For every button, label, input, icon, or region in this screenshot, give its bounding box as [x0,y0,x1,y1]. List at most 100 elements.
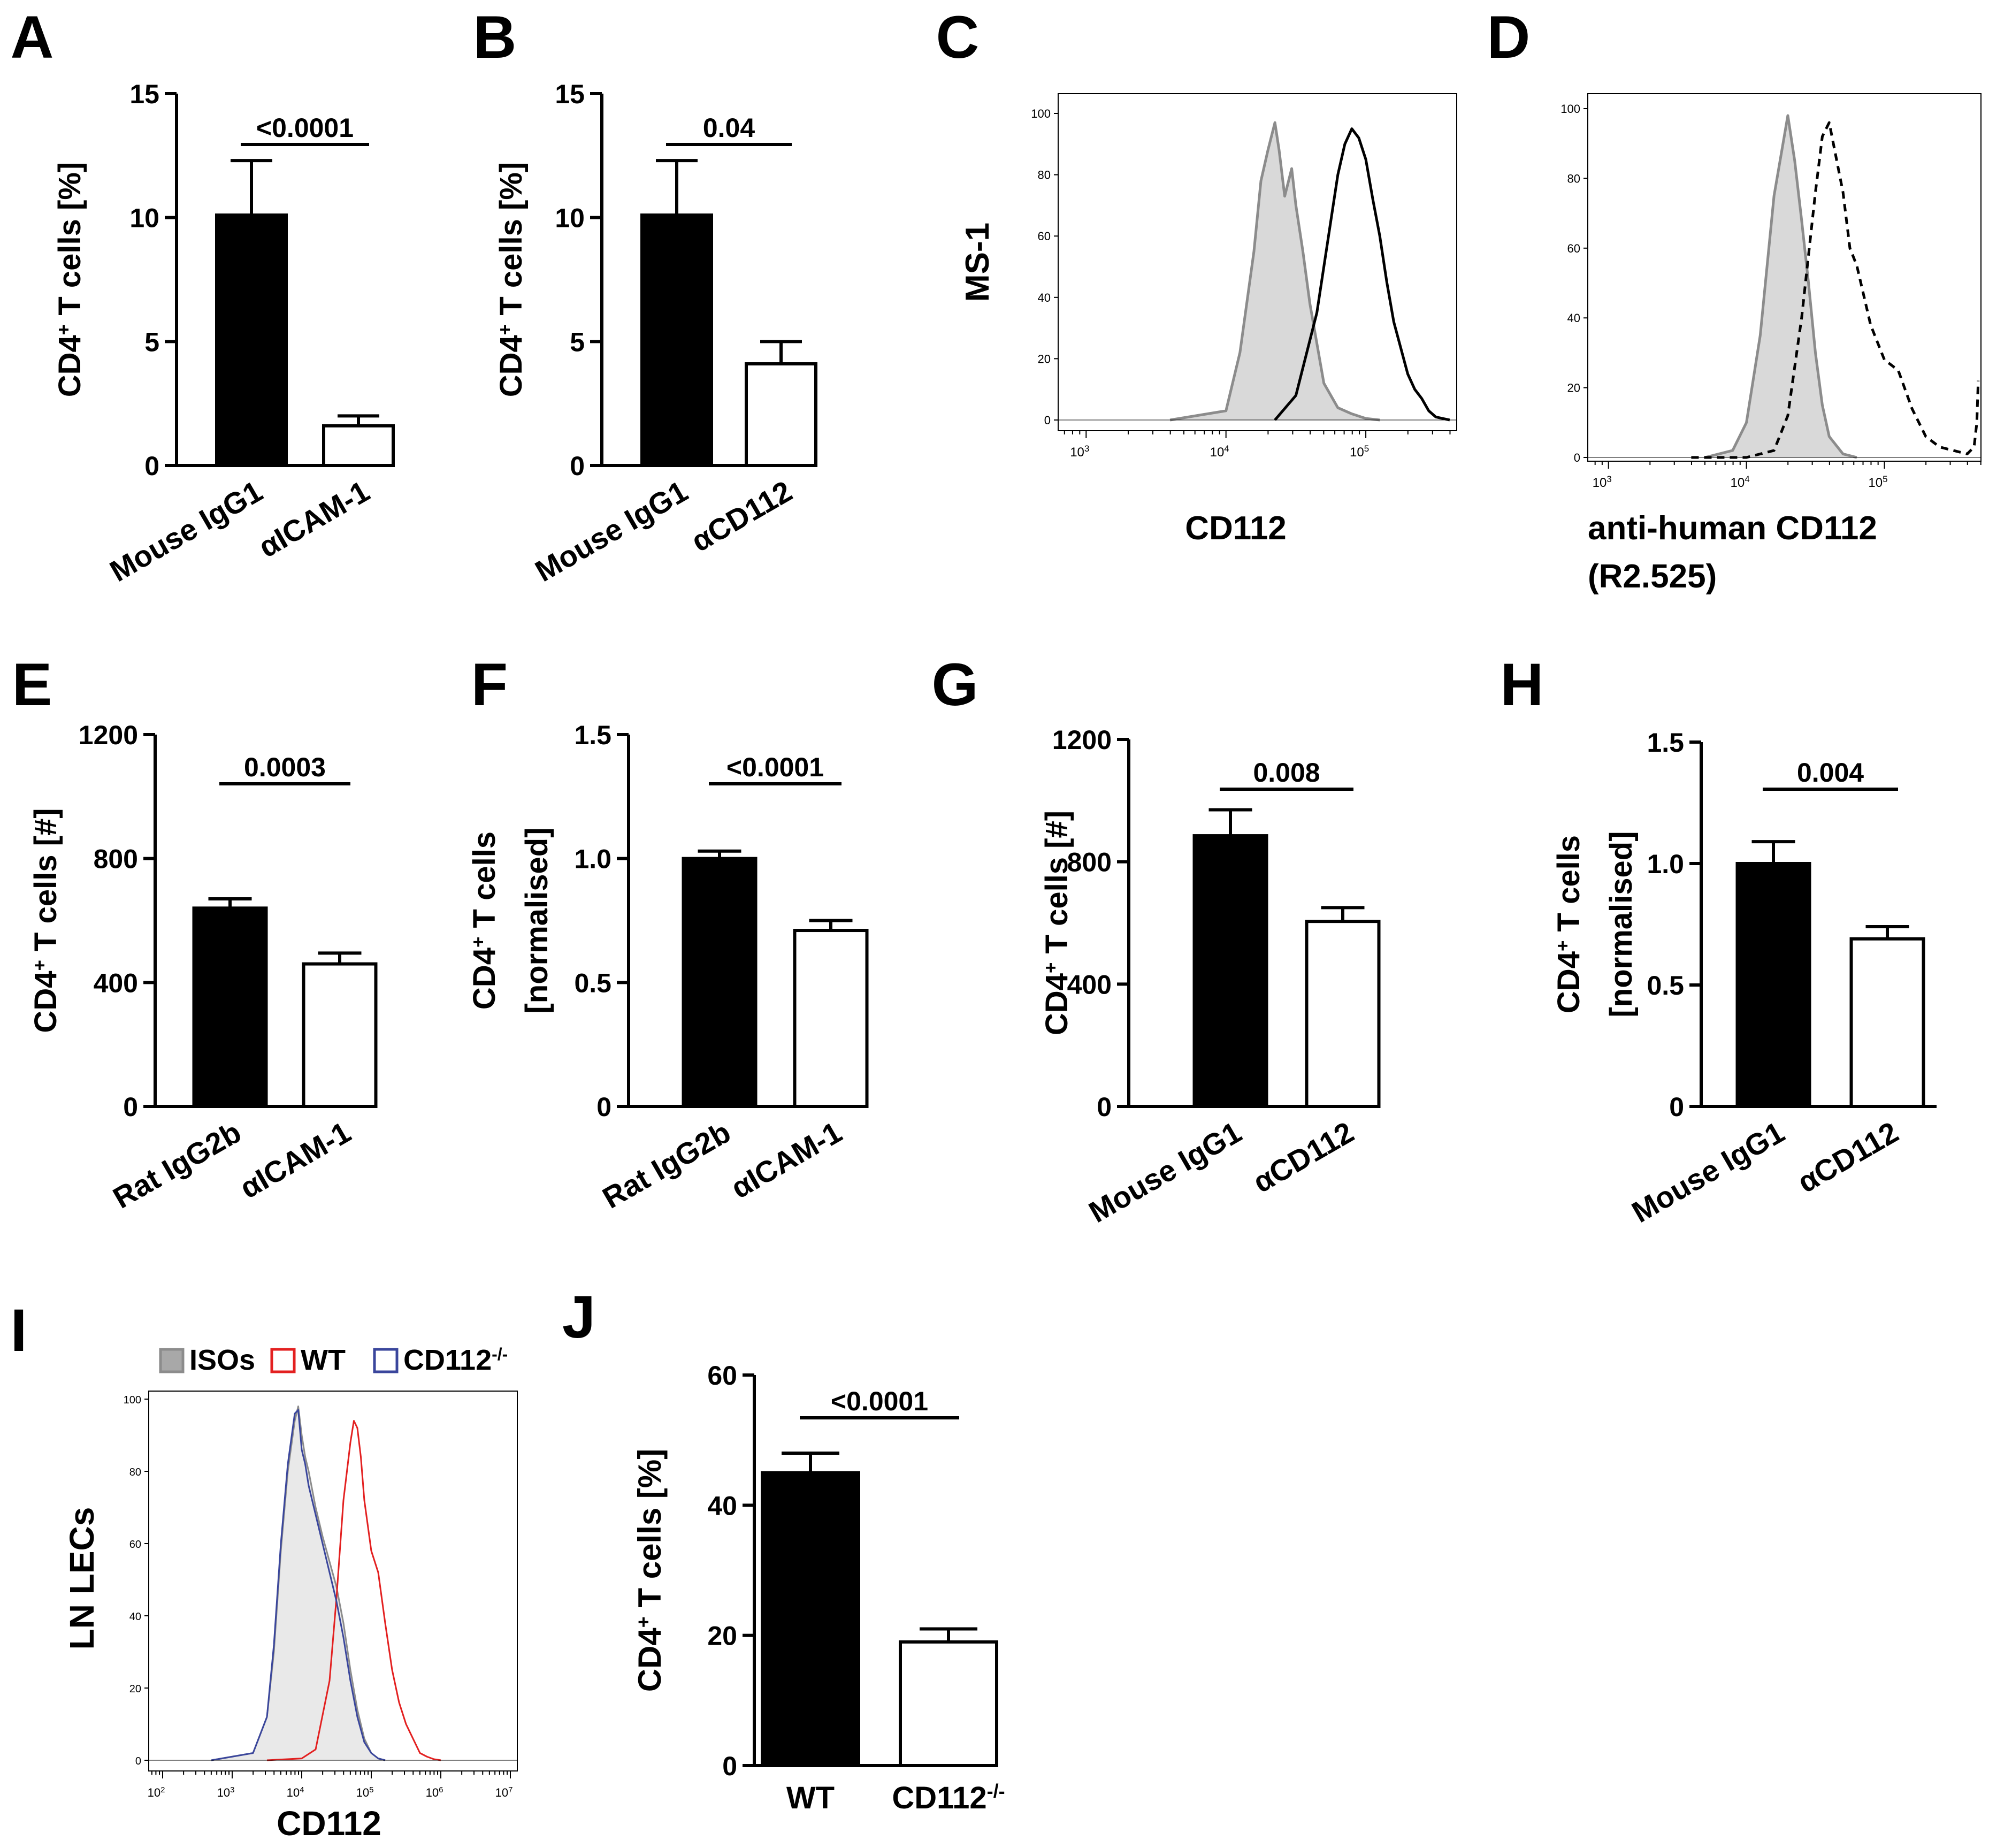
y-label-sup: + [1041,963,1061,973]
panel-letter: C [936,4,980,71]
y-tick-label: 5 [570,327,585,357]
y-tick-label: 80 [1567,172,1580,185]
x-axis-label: CD112 [1185,510,1287,547]
y-tick-label: 1.0 [1647,849,1684,879]
category-label: αICAM-1 [234,1115,356,1205]
y-tick-label: 15 [555,79,585,109]
category-label-main: WT [786,1781,835,1815]
y-tick-label: 0 [123,1092,138,1122]
y-tick-label: 0 [722,1751,737,1781]
y-tick-label: 0 [135,1755,141,1767]
y-tick-label: 20 [707,1621,737,1651]
bar [899,1640,998,1767]
x-tick-label: 103 [217,1785,235,1800]
legend-swatch [373,1348,399,1373]
x-tick-base: 10 [1350,445,1364,460]
x-axis-label: CD112 [277,1804,381,1843]
histogram-line [266,1420,441,1761]
panel-letter: I [10,1297,27,1364]
x-tick-exponent: 5 [1364,444,1369,454]
y-tick-label: 1200 [79,720,138,750]
y-tick-label: 20 [1567,381,1580,395]
histogram-line [211,1409,386,1761]
y-tick-label: 0 [144,451,159,481]
y-tick-label: 1.5 [1647,728,1684,758]
y-tick-label: 400 [1067,969,1112,999]
plot-frame [1587,93,1982,462]
legend-swatch [159,1348,185,1373]
x-tick-label: 104 [1730,474,1749,491]
x-tick-label: 104 [1210,444,1229,460]
category-label: Mouse IgG1 [530,474,693,588]
bar [302,962,378,1109]
bar [192,906,268,1109]
y-tick-label: 100 [1031,107,1051,120]
p-value-label: 0.0003 [244,752,326,782]
y-tick-label: 100 [1560,102,1580,116]
category-label: Mouse IgG1 [1626,1115,1790,1229]
y-tick-label: 0 [1097,1092,1112,1122]
y-tick-label: 0 [1669,1092,1684,1122]
x-tick-exponent: 3 [1606,474,1611,484]
histogram-fill [1170,123,1380,420]
panel-letter: G [931,651,978,718]
category-label: αCD112 [685,474,798,558]
y-tick-label: 20 [129,1683,141,1695]
x-tick-base: 10 [495,1786,508,1799]
x-tick-base: 10 [1210,445,1225,460]
y-label-rest: T cells [#] [1039,811,1074,963]
histogram-fill [1705,116,1857,458]
legend-label: CD112-/- [403,1344,508,1376]
y-tick-label: 1.5 [574,720,611,750]
bar [1305,920,1381,1109]
x-tick-exponent: 7 [508,1785,512,1794]
y-label-main: CD4 [632,1628,668,1692]
panel-letter: B [473,4,517,71]
histogram-fill [211,1406,385,1760]
y-label-main: CD4 [1551,951,1586,1013]
category-label: Rat IgG2b [596,1115,736,1215]
y-tick-label: 1.0 [574,844,611,874]
category-label: αICAM-1 [253,474,375,564]
legend-swatch [270,1348,296,1373]
y-tick-label: 80 [1038,169,1051,182]
x-tick-label: 105 [1868,474,1887,491]
legend-label-sup: -/- [492,1345,508,1364]
y-tick-label: 60 [129,1539,141,1551]
y-label-main: CD4 [494,335,529,397]
panel-letter: H [1501,651,1544,718]
x-tick-base: 10 [1868,476,1883,490]
plot-frame [1058,93,1457,431]
histogram-line [1169,121,1380,422]
y-tick-label: 0.5 [574,968,611,998]
panel-letter: D [1487,4,1531,71]
x-tick-base: 10 [1070,445,1084,460]
x-tick-exponent: 5 [1883,474,1887,484]
category-label: αICAM-1 [725,1115,847,1205]
y-tick-label: 5 [144,327,159,357]
legend-label: ISOs [189,1344,255,1376]
p-value-label: 0.008 [1253,758,1320,788]
category-label: CD112-/- [892,1780,1005,1816]
bar [793,929,869,1108]
x-tick-label: 104 [287,1785,304,1800]
x-tick-exponent: 4 [1745,474,1749,484]
y-tick-label: 40 [1567,311,1580,325]
legend-label: WT [301,1344,346,1376]
y-axis-label-line2: [normalised] [519,827,554,1013]
y-tick-label: 0 [1574,451,1580,464]
category-label: Mouse IgG1 [104,474,268,588]
x-tick-exponent: 4 [300,1785,304,1794]
y-label-sup: + [53,324,74,335]
x-tick-exponent: 3 [230,1785,234,1794]
category-label: αCD112 [1792,1115,1904,1199]
panel-letter: J [562,1284,595,1350]
y-axis-label: MS-1 [959,223,996,302]
y-tick-label: 100 [124,1394,141,1406]
x-tick-label: 102 [148,1785,165,1800]
panel-e: E 0 400 800 1200 CD4+ T cells [#] 0.0003 Rat Ig… [12,651,378,1215]
